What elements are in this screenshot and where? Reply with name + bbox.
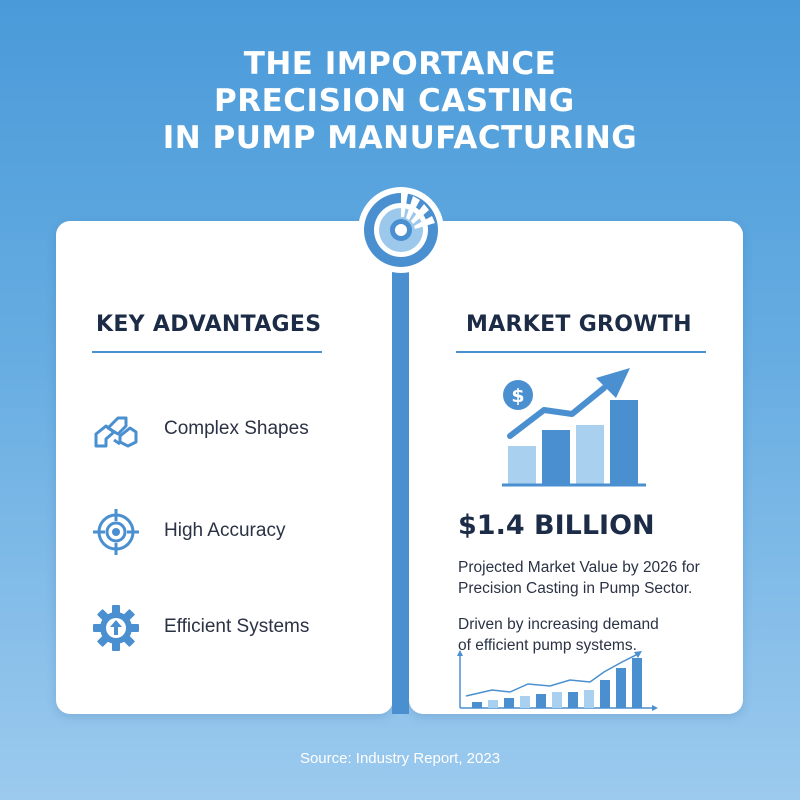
gear-arrow-icon xyxy=(93,605,139,651)
market-value: $1.4 BILLION xyxy=(458,510,655,541)
center-divider xyxy=(392,250,409,714)
key-advantages-heading: KEY ADVANTAGES xyxy=(96,312,322,337)
growth-trend-line xyxy=(507,385,607,439)
linked-shapes-icon xyxy=(94,416,138,448)
projection-text: Projected Market Value by 2026 for Preci… xyxy=(458,557,700,599)
dollar-coin-icon xyxy=(503,380,533,410)
driver-line-1: Driven by increasing demand xyxy=(458,616,659,633)
precision-hub-icon xyxy=(358,187,444,273)
key-advantages-underline xyxy=(92,351,322,353)
growth-bar-4 xyxy=(610,400,638,484)
advantage-high-accuracy: High Accuracy xyxy=(164,520,286,541)
market-growth-heading: MARKET GROWTH xyxy=(466,312,692,337)
growth-bar-3 xyxy=(576,425,604,484)
page-title: THE IMPORTANCE PRECISION CASTING IN PUMP… xyxy=(0,46,800,157)
title-line-1: THE IMPORTANCE xyxy=(243,46,557,82)
title-line-2: PRECISION CASTING xyxy=(214,83,586,119)
dollar-symbol: $ xyxy=(511,385,524,407)
advantage-complex-shapes: Complex Shapes xyxy=(164,418,309,439)
source-note: Source: Industry Report, 2023 xyxy=(299,750,501,767)
growth-chart-icon: $ xyxy=(502,368,646,487)
growth-bar-2 xyxy=(542,430,570,484)
projection-line-1: Projected Market Value by 2026 for xyxy=(458,559,700,576)
target-crosshair-icon xyxy=(93,509,139,555)
growth-bar-1 xyxy=(508,446,536,484)
driver-text: Driven by increasing demand of efficient… xyxy=(458,614,659,656)
projection-line-2: Precision Casting in Pump Sector. xyxy=(458,580,693,597)
market-growth-underline xyxy=(456,351,706,353)
driver-line-2: of efficient pump systems. xyxy=(458,637,637,654)
mini-growth-chart-icon xyxy=(457,650,658,711)
advantage-efficient-systems: Efficient Systems xyxy=(164,616,310,637)
title-line-3: IN PUMP MANUFACTURING xyxy=(162,120,638,156)
trend-arrow-head xyxy=(596,368,630,398)
